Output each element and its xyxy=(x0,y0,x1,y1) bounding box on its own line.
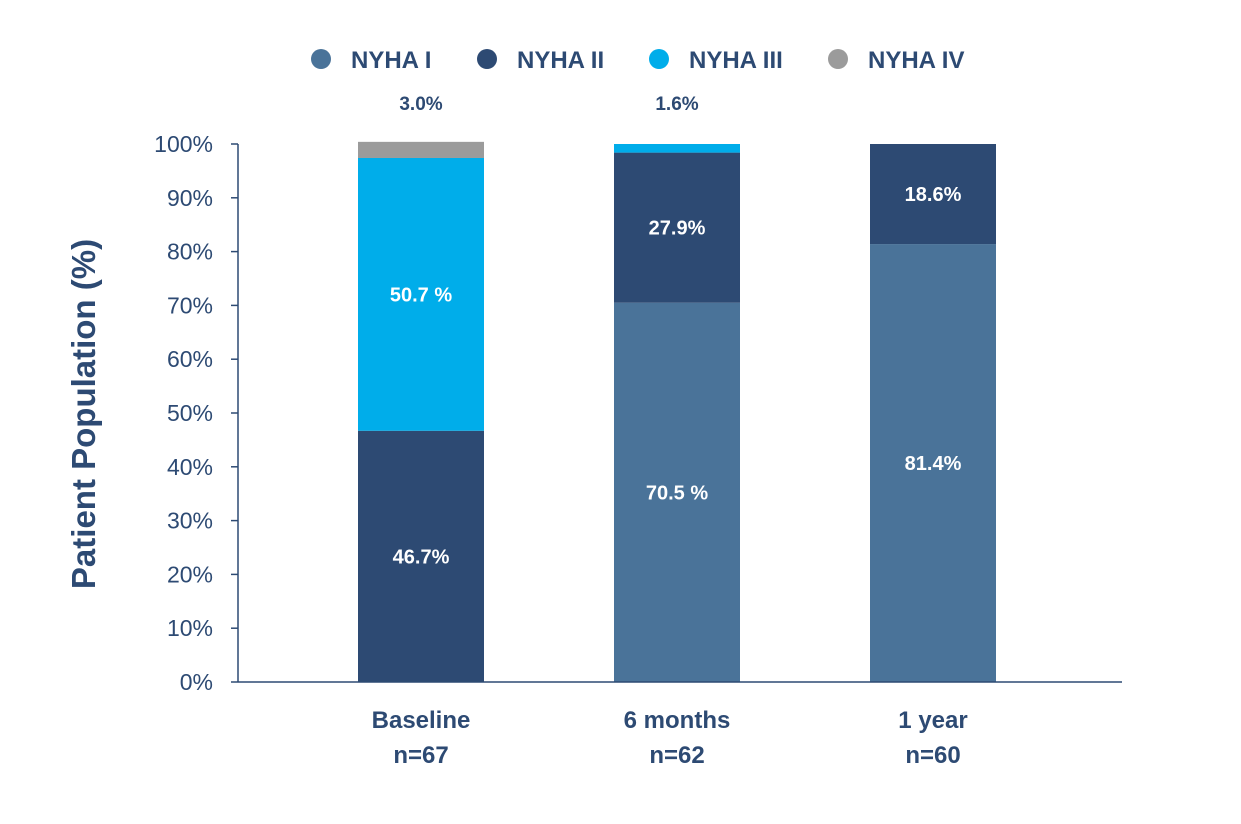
bars: 46.7% 50.7 % 3.0% 70.5 % 27.9% 1.6% 81.4% 18.6% xyxy=(358,94,996,682)
x-axis: Baseline n=67 6 months n=62 1 year n=60 xyxy=(238,681,1122,769)
y-tick-label: 30% xyxy=(167,508,213,534)
data-label-nyha-ii: 18.6% xyxy=(905,184,962,206)
y-tick-label: 60% xyxy=(167,346,213,372)
y-tick-label: 50% xyxy=(167,400,213,426)
data-label-nyha-ii: 27.9% xyxy=(649,218,706,240)
legend-marker-nyha-ii xyxy=(477,49,497,69)
x-category-label: Baseline xyxy=(372,707,471,734)
y-tick-label: 40% xyxy=(167,454,213,480)
bar-segment-nyha-iii xyxy=(614,144,740,153)
legend-marker-nyha-iv xyxy=(828,49,848,69)
bar-segment-nyha-i xyxy=(870,244,996,682)
data-label-nyha-i: 70.5 % xyxy=(646,482,708,504)
x-category-sublabel: n=62 xyxy=(649,742,704,769)
legend-marker-nyha-i xyxy=(311,49,331,69)
y-axis: 0% 10% 20% 30% 40% 50% 60% 70% 80% 90% 100% xyxy=(154,131,239,695)
bar-segment-nyha-iv xyxy=(358,141,484,158)
legend-label-nyha-iv: NYHA IV xyxy=(868,47,964,74)
y-tick-label: 10% xyxy=(167,615,213,641)
y-tick-label: 90% xyxy=(167,185,213,211)
bar-segment-nyha-ii xyxy=(358,430,484,682)
bar-segment-nyha-ii xyxy=(614,152,740,303)
y-tick-label: 80% xyxy=(167,239,213,265)
data-label-nyha-iv: 3.0% xyxy=(399,94,442,115)
bar-segment-nyha-iii xyxy=(358,157,484,431)
data-label-nyha-iii: 50.7 % xyxy=(390,284,452,306)
x-category-label: 6 months xyxy=(624,707,731,734)
y-tick-label: 20% xyxy=(167,561,213,587)
data-label-nyha-i: 81.4% xyxy=(905,453,962,475)
x-category-label: 1 year xyxy=(898,707,967,734)
legend-label-nyha-i: NYHA I xyxy=(351,47,431,74)
y-tick-label: 70% xyxy=(167,292,213,318)
x-category-sublabel: n=67 xyxy=(393,742,448,769)
bar-segment-nyha-i xyxy=(614,302,740,682)
data-label-nyha-iii: 1.6% xyxy=(655,94,698,115)
x-category-sublabel: n=60 xyxy=(905,742,960,769)
legend-label-nyha-ii: NYHA II xyxy=(517,47,604,74)
y-tick-label: 0% xyxy=(180,669,213,695)
y-axis-label: Patient Population (%) xyxy=(65,239,102,589)
y-tick-label: 100% xyxy=(154,131,213,157)
legend-marker-nyha-iii xyxy=(649,49,669,69)
chart-legend: NYHA I NYHA II NYHA III NYHA IV xyxy=(311,47,964,74)
legend-label-nyha-iii: NYHA III xyxy=(689,47,783,74)
data-label-nyha-ii: 46.7% xyxy=(393,546,450,568)
bar-segment-nyha-ii xyxy=(870,144,996,245)
